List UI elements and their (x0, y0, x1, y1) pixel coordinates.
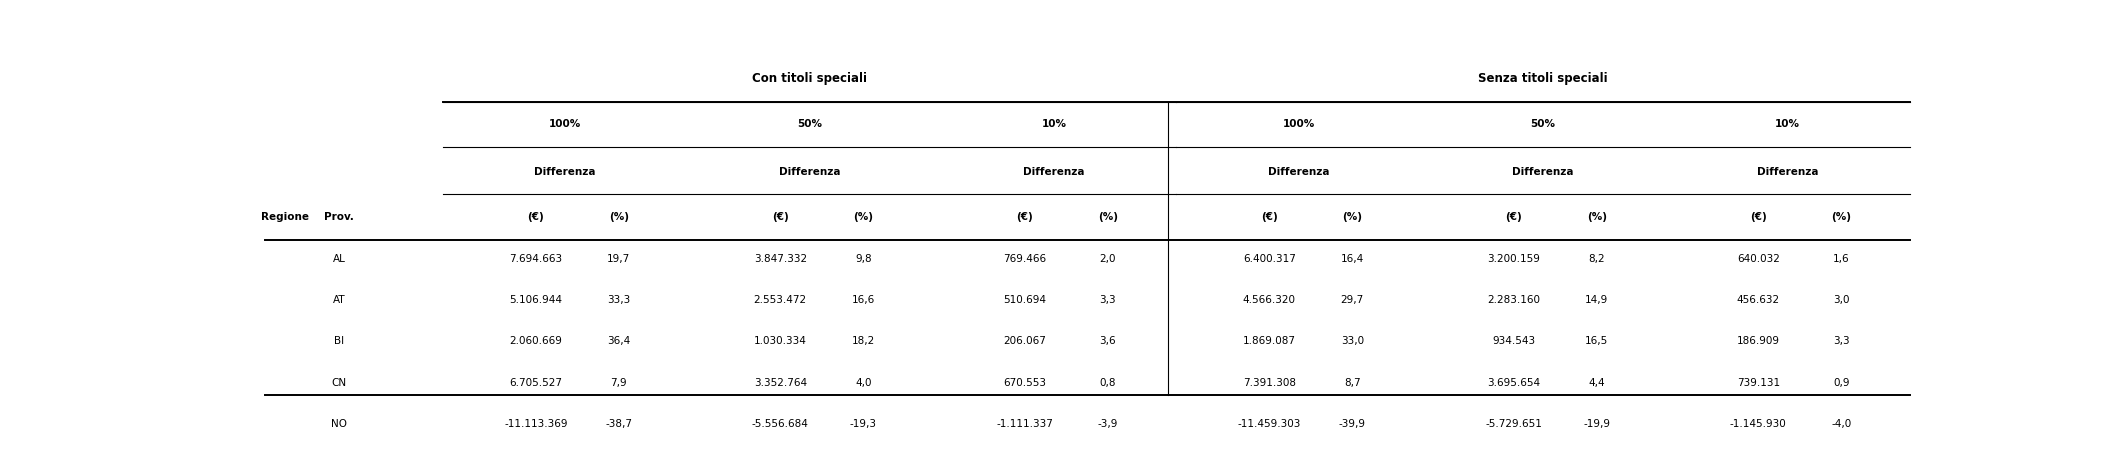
Text: 18,2: 18,2 (851, 336, 874, 346)
Text: Con titoli speciali: Con titoli speciali (751, 73, 868, 85)
Text: 2.060.669: 2.060.669 (509, 336, 562, 346)
Text: (%): (%) (1097, 212, 1118, 222)
Text: 7,9: 7,9 (611, 378, 628, 388)
Text: 19,7: 19,7 (607, 254, 630, 264)
Text: (€): (€) (1260, 212, 1277, 222)
Text: 670.553: 670.553 (1004, 378, 1046, 388)
Text: CN: CN (331, 378, 346, 388)
Text: -39,9: -39,9 (1339, 419, 1367, 429)
Text: (€): (€) (1016, 212, 1033, 222)
Text: Prov.: Prov. (325, 212, 354, 222)
Text: BI: BI (333, 336, 344, 346)
Text: 8,7: 8,7 (1343, 378, 1360, 388)
Text: 0,8: 0,8 (1099, 378, 1116, 388)
Text: 3,3: 3,3 (1833, 336, 1850, 346)
Text: Senza titoli speciali: Senza titoli speciali (1479, 73, 1608, 85)
Text: 6.400.317: 6.400.317 (1243, 254, 1297, 264)
Text: -11.459.303: -11.459.303 (1237, 419, 1301, 429)
Text: Regione: Regione (261, 212, 310, 222)
Text: 3.847.332: 3.847.332 (753, 254, 806, 264)
Text: AT: AT (333, 295, 346, 305)
Text: (%): (%) (609, 212, 628, 222)
Text: 100%: 100% (1282, 119, 1316, 129)
Text: 16,6: 16,6 (851, 295, 874, 305)
Text: 3.200.159: 3.200.159 (1488, 254, 1541, 264)
Text: 510.694: 510.694 (1004, 295, 1046, 305)
Text: 3,3: 3,3 (1099, 295, 1116, 305)
Text: Differenza: Differenza (535, 167, 596, 177)
Text: -11.113.369: -11.113.369 (505, 419, 567, 429)
Text: Differenza: Differenza (1023, 167, 1084, 177)
Text: 33,0: 33,0 (1341, 336, 1364, 346)
Text: 0,9: 0,9 (1833, 378, 1850, 388)
Text: (€): (€) (528, 212, 543, 222)
Text: -1.145.930: -1.145.930 (1729, 419, 1787, 429)
Text: -3,9: -3,9 (1097, 419, 1118, 429)
Text: (%): (%) (1343, 212, 1362, 222)
Text: 1.030.334: 1.030.334 (753, 336, 806, 346)
Text: 739.131: 739.131 (1736, 378, 1780, 388)
Text: Differenza: Differenza (1513, 167, 1575, 177)
Text: 2.283.160: 2.283.160 (1488, 295, 1541, 305)
Text: -5.729.651: -5.729.651 (1485, 419, 1543, 429)
Text: 10%: 10% (1776, 119, 1799, 129)
Text: 1,6: 1,6 (1833, 254, 1850, 264)
Text: 3.695.654: 3.695.654 (1488, 378, 1541, 388)
Text: -1.111.337: -1.111.337 (997, 419, 1053, 429)
Text: 206.067: 206.067 (1004, 336, 1046, 346)
Text: Differenza: Differenza (1267, 167, 1328, 177)
Text: 769.466: 769.466 (1004, 254, 1046, 264)
Text: -19,3: -19,3 (851, 419, 876, 429)
Text: 7.694.663: 7.694.663 (509, 254, 562, 264)
Text: 16,4: 16,4 (1341, 254, 1364, 264)
Text: 50%: 50% (1530, 119, 1555, 129)
Text: -5.556.684: -5.556.684 (751, 419, 808, 429)
Text: 3,6: 3,6 (1099, 336, 1116, 346)
Text: (%): (%) (853, 212, 874, 222)
Text: 36,4: 36,4 (607, 336, 630, 346)
Text: AL: AL (333, 254, 346, 264)
Text: 33,3: 33,3 (607, 295, 630, 305)
Text: 4,4: 4,4 (1589, 378, 1604, 388)
Text: 29,7: 29,7 (1341, 295, 1364, 305)
Text: 5.106.944: 5.106.944 (509, 295, 562, 305)
Text: 4.566.320: 4.566.320 (1243, 295, 1297, 305)
Text: 9,8: 9,8 (855, 254, 872, 264)
Text: (€): (€) (772, 212, 789, 222)
Text: (€): (€) (1751, 212, 1768, 222)
Text: 50%: 50% (798, 119, 821, 129)
Text: 7.391.308: 7.391.308 (1243, 378, 1297, 388)
Text: 16,5: 16,5 (1585, 336, 1608, 346)
Text: 100%: 100% (550, 119, 581, 129)
Text: 1.869.087: 1.869.087 (1243, 336, 1297, 346)
Text: 456.632: 456.632 (1736, 295, 1780, 305)
Text: -4,0: -4,0 (1831, 419, 1853, 429)
Text: 6.705.527: 6.705.527 (509, 378, 562, 388)
Text: 3.352.764: 3.352.764 (753, 378, 806, 388)
Text: Differenza: Differenza (779, 167, 840, 177)
Text: -38,7: -38,7 (605, 419, 632, 429)
Text: (€): (€) (1504, 212, 1521, 222)
Text: Differenza: Differenza (1757, 167, 1819, 177)
Text: 2,0: 2,0 (1099, 254, 1116, 264)
Text: (%): (%) (1587, 212, 1606, 222)
Text: 934.543: 934.543 (1492, 336, 1536, 346)
Text: 186.909: 186.909 (1736, 336, 1780, 346)
Text: 2.553.472: 2.553.472 (753, 295, 806, 305)
Text: 3,0: 3,0 (1833, 295, 1850, 305)
Text: 4,0: 4,0 (855, 378, 872, 388)
Text: -19,9: -19,9 (1583, 419, 1611, 429)
Text: (%): (%) (1831, 212, 1850, 222)
Text: 14,9: 14,9 (1585, 295, 1608, 305)
Text: 10%: 10% (1042, 119, 1067, 129)
Text: 640.032: 640.032 (1736, 254, 1780, 264)
Text: NO: NO (331, 419, 348, 429)
Text: 8,2: 8,2 (1589, 254, 1604, 264)
